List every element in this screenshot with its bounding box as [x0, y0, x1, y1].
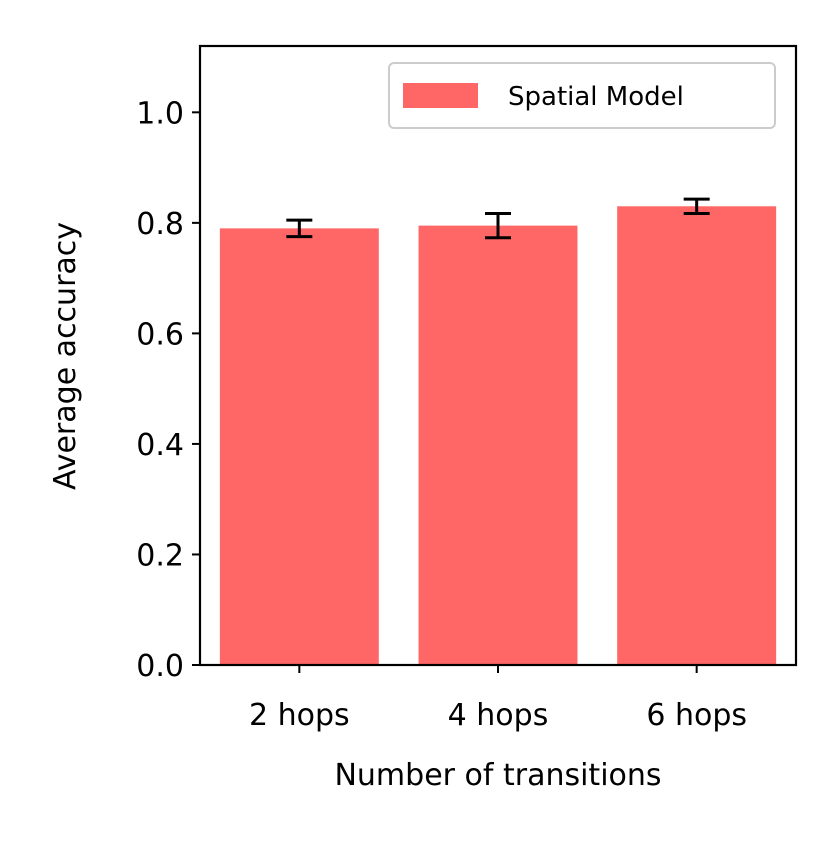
- x-tick-label: 6 hops: [646, 698, 747, 733]
- y-tick-label: 0.2: [136, 538, 184, 573]
- x-axis-label: Number of transitions: [334, 758, 661, 793]
- legend-box: [388, 62, 776, 129]
- x-tick-label: 4 hops: [448, 698, 549, 733]
- y-tick-label: 0.0: [136, 649, 184, 684]
- y-axis-label: Average accuracy: [48, 222, 83, 490]
- y-tick-label: 0.8: [136, 207, 184, 242]
- legend-label: Spatial Model: [508, 82, 684, 112]
- error-bar-6-hops: [683, 197, 710, 215]
- error-bar-2-hops: [286, 218, 313, 239]
- legend-swatch: [403, 83, 478, 108]
- y-tick-label: 0.6: [136, 317, 184, 352]
- y-tick-label: 1.0: [136, 96, 184, 131]
- error-bars-layer: [286, 197, 710, 240]
- y-axis: 0.0 0.2 0.4 0.6 0.8 1.0: [136, 96, 200, 684]
- legend: Spatial Model: [388, 62, 776, 129]
- x-axis: 2 hops 4 hops 6 hops: [249, 665, 747, 733]
- bar-4-hops: [418, 225, 578, 665]
- x-tick-label: 2 hops: [249, 698, 350, 733]
- bar-2-hops: [219, 228, 379, 666]
- error-bar-4-hops: [485, 211, 511, 240]
- bars-layer: [219, 206, 777, 666]
- bar-6-hops: [617, 206, 777, 665]
- y-tick-label: 0.4: [136, 428, 184, 463]
